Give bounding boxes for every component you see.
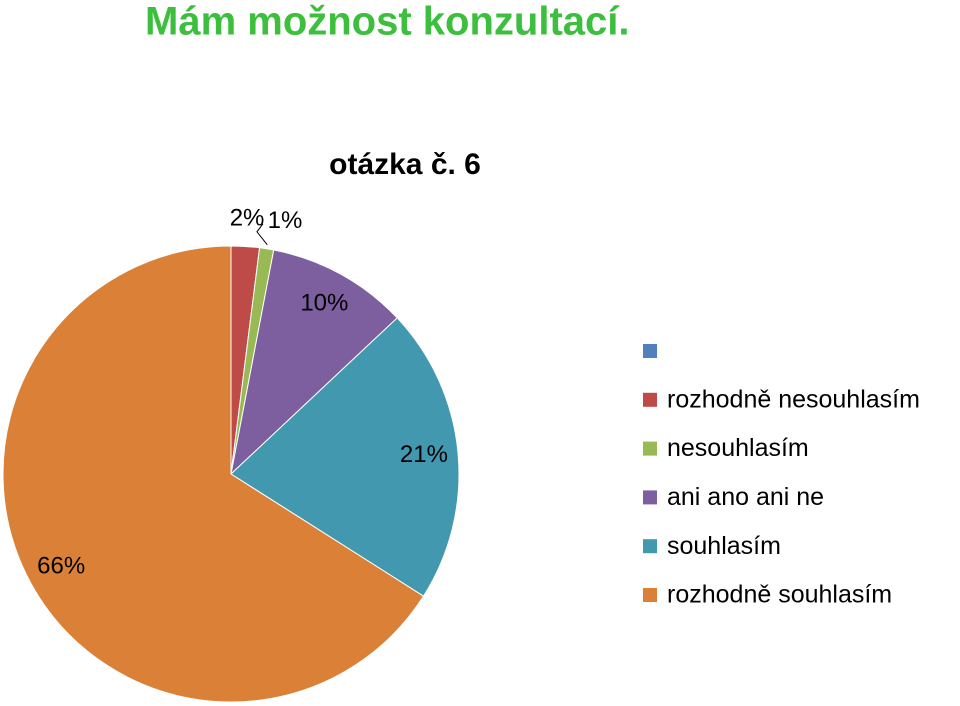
pie-slice [2,245,425,703]
legend-swatch [643,588,657,602]
legend-swatch [643,441,657,456]
pie-slice [230,249,398,476]
legend-swatch [643,539,657,554]
legend-label: nesouhlasím [667,434,809,462]
data-label: 2% [230,204,265,231]
legend-swatch [643,490,657,505]
legend-label: rozhodně souhlasím [667,581,892,609]
page-title: Mám možnost konzultací. [145,0,630,44]
pie-slice [230,317,460,597]
legend-label: souhlasím [667,532,781,560]
legend-label: ani ano ani ne [667,483,824,511]
data-label: 1% [268,207,303,234]
data-label: 10% [300,290,348,317]
chart-title: otázka č. 6 [329,148,481,181]
data-label: 66% [37,553,85,580]
legend-label: rozhodně nesouhlasím [667,385,920,413]
data-label: 21% [400,441,448,468]
leader-line [256,223,268,246]
legend-swatch [643,392,657,407]
legend-swatch [643,344,657,358]
